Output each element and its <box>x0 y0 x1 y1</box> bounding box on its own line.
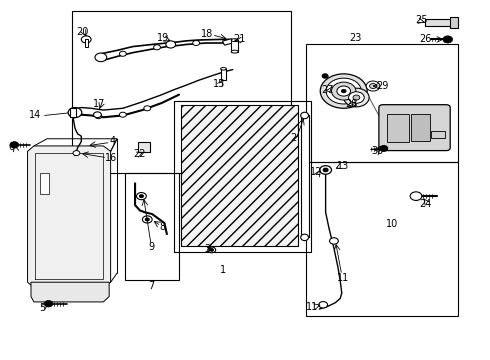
Circle shape <box>120 112 126 117</box>
Bar <box>231 40 238 51</box>
Text: 19: 19 <box>157 33 169 43</box>
Circle shape <box>193 41 199 45</box>
Text: 9: 9 <box>148 242 154 252</box>
Bar <box>70 108 76 117</box>
Circle shape <box>44 301 53 307</box>
Circle shape <box>95 53 107 62</box>
Circle shape <box>10 141 19 148</box>
Bar <box>125 173 179 280</box>
Ellipse shape <box>301 112 309 119</box>
Bar <box>301 116 309 237</box>
Circle shape <box>326 78 361 104</box>
Text: 7: 7 <box>148 281 154 291</box>
Circle shape <box>380 145 388 151</box>
Bar <box>138 142 150 152</box>
Circle shape <box>137 193 147 200</box>
Circle shape <box>343 88 369 107</box>
Bar <box>40 173 49 194</box>
Text: 21: 21 <box>233 35 245 44</box>
Circle shape <box>120 51 126 56</box>
Bar <box>387 114 409 142</box>
Text: 25: 25 <box>416 15 428 26</box>
Ellipse shape <box>231 50 238 53</box>
Text: 1: 1 <box>220 265 226 275</box>
Text: 17: 17 <box>93 99 105 109</box>
Text: 3: 3 <box>205 244 211 254</box>
Circle shape <box>210 248 214 251</box>
Bar <box>425 19 453 26</box>
Bar <box>222 39 234 45</box>
Circle shape <box>330 238 338 244</box>
Circle shape <box>320 74 367 108</box>
Ellipse shape <box>220 68 226 70</box>
Circle shape <box>144 106 151 111</box>
Text: 29: 29 <box>377 81 389 91</box>
Circle shape <box>410 192 422 201</box>
Text: 8: 8 <box>160 222 166 232</box>
Text: 2: 2 <box>291 133 297 143</box>
Text: 14: 14 <box>29 111 41 121</box>
Polygon shape <box>31 282 109 302</box>
Text: 11: 11 <box>306 302 318 312</box>
Circle shape <box>68 108 82 118</box>
Circle shape <box>94 112 101 118</box>
Text: 24: 24 <box>419 199 432 210</box>
Circle shape <box>337 86 350 96</box>
Circle shape <box>366 81 380 91</box>
Bar <box>450 17 458 28</box>
Text: 28: 28 <box>345 99 358 109</box>
Circle shape <box>154 45 160 50</box>
Polygon shape <box>27 146 111 288</box>
Circle shape <box>319 302 328 308</box>
Circle shape <box>443 36 453 43</box>
Text: 20: 20 <box>76 27 89 37</box>
Circle shape <box>81 36 91 43</box>
Circle shape <box>146 218 149 221</box>
FancyBboxPatch shape <box>379 105 450 150</box>
Bar <box>431 131 445 138</box>
Text: 12: 12 <box>310 167 322 177</box>
Bar <box>174 101 311 252</box>
Text: 15: 15 <box>214 79 226 89</box>
Bar <box>72 12 292 173</box>
Bar <box>180 105 298 246</box>
Bar <box>220 69 226 80</box>
Text: 11: 11 <box>337 273 349 283</box>
Circle shape <box>95 114 102 119</box>
Text: 5: 5 <box>39 303 46 314</box>
Circle shape <box>143 216 152 223</box>
Circle shape <box>353 95 360 100</box>
Text: 16: 16 <box>104 153 117 163</box>
Ellipse shape <box>231 39 238 41</box>
Text: 30: 30 <box>372 145 384 156</box>
Circle shape <box>208 247 216 253</box>
Circle shape <box>320 166 331 174</box>
Text: 4: 4 <box>110 136 116 146</box>
Circle shape <box>322 74 328 78</box>
Bar <box>411 114 430 141</box>
Bar <box>85 40 88 47</box>
Circle shape <box>140 195 144 198</box>
Text: 6: 6 <box>8 142 15 152</box>
Text: 22: 22 <box>134 149 146 159</box>
Bar <box>306 162 458 316</box>
Circle shape <box>73 150 80 156</box>
Text: 10: 10 <box>386 219 398 229</box>
Circle shape <box>331 82 356 100</box>
Text: 23: 23 <box>349 33 362 43</box>
Ellipse shape <box>301 234 309 240</box>
Circle shape <box>323 168 328 172</box>
Text: 18: 18 <box>201 29 213 39</box>
Bar <box>306 44 458 162</box>
Text: 13: 13 <box>337 161 349 171</box>
Text: 27: 27 <box>321 85 333 95</box>
Circle shape <box>341 89 346 93</box>
Text: 26: 26 <box>419 35 432 44</box>
Circle shape <box>369 84 376 89</box>
Circle shape <box>348 92 364 103</box>
Circle shape <box>166 41 175 48</box>
